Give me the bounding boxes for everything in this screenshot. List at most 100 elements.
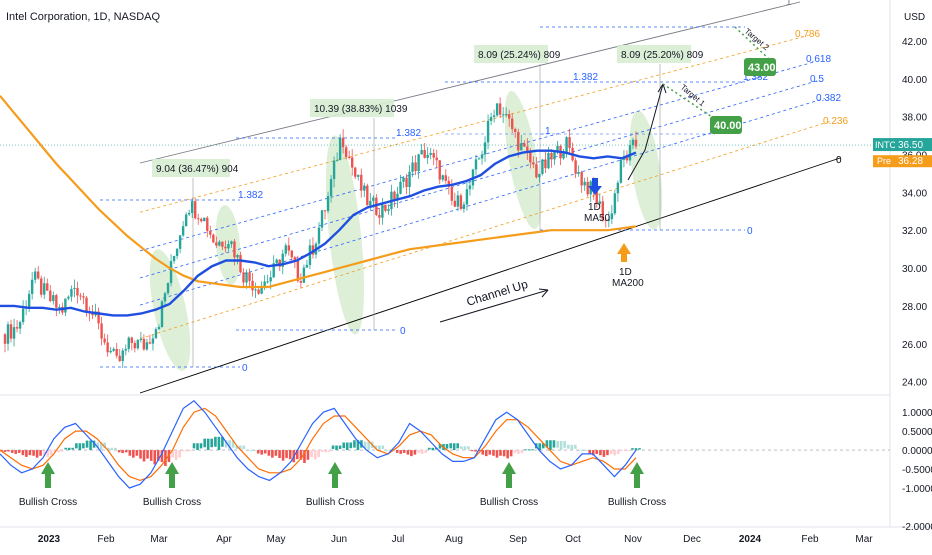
macd-histogram-bar [477,450,481,452]
macd-histogram-bar [513,450,517,453]
macd-histogram-bar [363,441,367,448]
macd-histogram-bar [613,450,616,456]
axes: 42.0040.0038.0036.0034.0032.0030.0028.00… [0,37,932,545]
candle-body [631,139,635,146]
candle-body [341,137,345,148]
candle-body [112,348,115,351]
macd-histogram-bar [85,440,89,448]
macd-histogram-bar [64,447,67,450]
candle-body [6,324,10,344]
candle-body [76,287,79,296]
macd-histogram-bar [338,445,342,449]
candle-body [121,350,124,362]
annotations: 9.04 (36.47%) 904 1.382 0 10.39 (38.83%) 10… [100,26,776,374]
macd-histogram-bar [427,447,431,450]
rally-mid-label: 1 [545,126,551,137]
candle-body [136,340,140,349]
target1-price: 40.00 [714,120,742,132]
macd-histogram-bar [310,450,313,458]
macd-histogram-bar [256,450,260,454]
candle-body [441,175,444,180]
channel-arrow-head [538,288,549,298]
candle-body [381,204,384,218]
macd-histogram-bar [438,444,442,449]
macd-histogram-bar [470,450,474,452]
candle-body [293,257,297,261]
macd-histogram-bar [274,450,278,456]
candle-body [541,159,544,174]
candle-body [332,160,336,180]
candle-body [501,114,505,116]
candle-body [474,159,478,170]
rally-label-bg [617,45,691,63]
macd-histogram-bar [328,450,331,452]
macd-histogram-bar [509,450,513,457]
macd-histogram-bar [495,450,499,458]
candle-body [402,177,405,182]
candle-body [372,197,375,201]
macd-tick-label: -1.0000 [902,484,932,495]
channel-line [139,79,821,279]
candle-body [118,355,121,362]
macd-histogram-bar [32,450,35,456]
candle-body [224,246,227,249]
macd-histogram-bar [224,440,228,448]
candle-body [209,230,212,235]
rally-base-label: 0 [400,326,406,337]
macd-histogram-bar [124,450,128,453]
macd-histogram-bar [502,450,506,457]
macd-histogram-bar [117,450,121,453]
macd-histogram-bar [413,450,417,455]
macd-histogram-bar [238,445,242,451]
candle-body [230,241,233,245]
macd-histogram-bar [149,450,153,461]
target2-box [744,58,776,76]
candle-body [426,154,429,158]
candle-body [504,114,508,116]
macd-histogram-bar [71,447,74,450]
candle-body [320,210,324,228]
candle-body [296,260,300,281]
macd-histogram-bar [246,450,249,452]
macd-histogram-bar [595,450,599,455]
candle-body [212,234,215,243]
candle-body [520,143,523,151]
macd-histogram-bar [142,450,146,462]
rally-label: 8.09 (25.20%) 809 [621,50,704,61]
candle-body [100,323,103,339]
candle-body [535,164,538,178]
macd-histogram-bar [624,450,627,452]
candle-body [175,248,179,256]
candle-body [133,342,137,349]
candle-body [275,259,278,264]
ma50-line [0,149,637,317]
candle-body [305,264,309,268]
macd-histogram-bar [135,450,139,456]
candle-body [462,204,466,209]
candle-body [239,254,242,273]
candle-body [37,271,40,279]
candle-body [477,158,481,160]
candle-body [260,285,263,294]
macd-histogram-bar [353,440,356,448]
candle-body [311,245,315,255]
macd-histogram-bar [285,450,288,459]
candle-body [12,327,16,339]
macd-histogram-bar [402,450,406,453]
candle-body [157,326,161,330]
channel-line [139,157,841,394]
bullish-cross-arrow [502,462,516,488]
macd-histogram-bar [210,438,214,448]
candle-body [529,152,532,163]
candle-body [169,261,173,284]
macd-histogram-bar [488,450,492,455]
rally-label-bg [310,99,394,117]
macd-panel: Bullish Cross Bullish Cross Bullish Cross B… [0,400,890,508]
macd-histogram-bar [463,446,467,451]
prev-price-tag [895,155,932,168]
channel-level-label: 0.618 [806,54,831,65]
candle-body [58,307,61,309]
time-tick-label: Feb [97,534,115,545]
macd-histogram-bar [192,443,196,449]
candle-body [354,167,357,177]
